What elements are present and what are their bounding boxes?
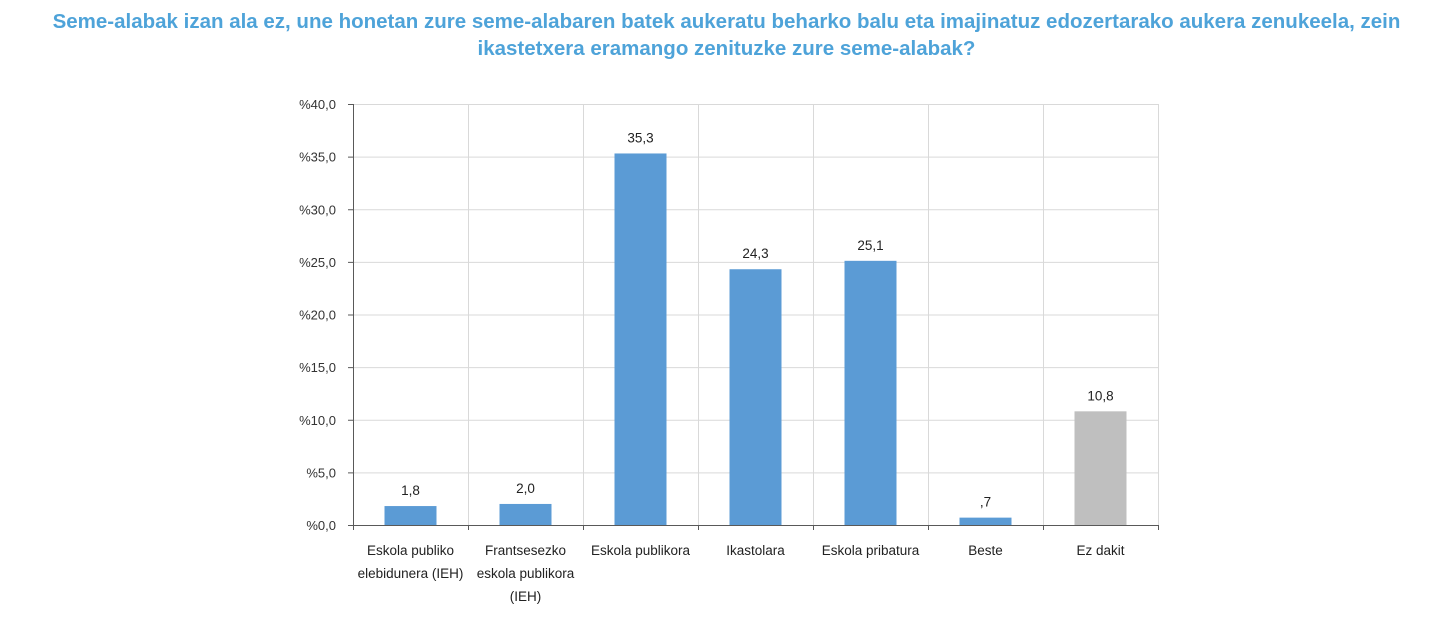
chart-title-line-2: ikastetxera eramango zenituzke zure seme… bbox=[477, 37, 976, 60]
data-label: 2,0 bbox=[516, 481, 535, 496]
data-label: ,7 bbox=[980, 495, 991, 510]
data-label: 24,3 bbox=[742, 246, 768, 261]
x-tick-label: Eskola publiko elebidunera (IEH) bbox=[358, 543, 464, 581]
bar bbox=[384, 506, 437, 525]
chart-title: Seme-alabak izan ala ez, une honetan zur… bbox=[0, 8, 1453, 62]
x-tick-label: Ikastolara bbox=[726, 543, 785, 558]
y-tick-label: %15,0 bbox=[299, 360, 336, 375]
y-tick-label: %10,0 bbox=[299, 413, 336, 428]
y-tick-label: %0,0 bbox=[306, 518, 336, 533]
y-tick-label: %35,0 bbox=[299, 150, 336, 165]
x-tick-label: Eskola publikora bbox=[591, 543, 691, 558]
bar bbox=[959, 517, 1012, 525]
data-label: 1,8 bbox=[401, 483, 420, 498]
chart-title-line-1: Seme-alabak izan ala ez, une honetan zur… bbox=[52, 10, 1401, 33]
data-label: 35,3 bbox=[627, 130, 653, 145]
y-tick-label: %20,0 bbox=[299, 308, 336, 323]
bar bbox=[499, 503, 552, 525]
bar bbox=[729, 269, 782, 525]
data-label: 10,8 bbox=[1087, 388, 1113, 403]
x-tick-label: Eskola pribatura bbox=[822, 543, 920, 558]
y-tick-label: %30,0 bbox=[299, 202, 336, 217]
x-tick-label: Frantsesezko eskola publikora (IEH) bbox=[477, 543, 575, 604]
y-tick-label: %25,0 bbox=[299, 255, 336, 270]
data-label: 25,1 bbox=[857, 238, 883, 253]
x-tick-label: Beste bbox=[968, 543, 1003, 558]
bar bbox=[844, 260, 897, 525]
x-tick-label: Ez dakit bbox=[1076, 543, 1124, 558]
y-tick-label: %5,0 bbox=[306, 465, 336, 480]
y-tick-label: %40,0 bbox=[299, 97, 336, 112]
bar bbox=[614, 153, 667, 525]
bar bbox=[1074, 411, 1127, 525]
